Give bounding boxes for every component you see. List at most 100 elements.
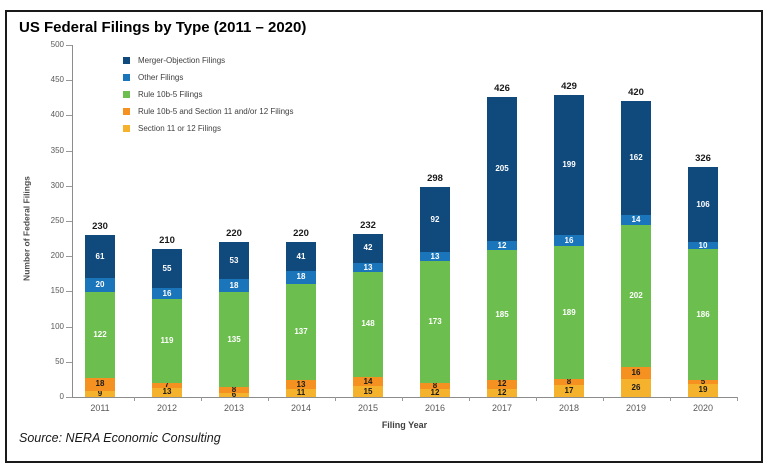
bar-segment: 205 xyxy=(487,97,517,242)
legend-item: Other Filings xyxy=(123,73,294,82)
bar-segment-value: 61 xyxy=(95,251,105,261)
bar-segment-value: 14 xyxy=(631,215,641,225)
bar-segment-value: 8 xyxy=(432,380,438,390)
source-note: Source: NERA Economic Consulting xyxy=(19,431,221,445)
bar-segment: 106 xyxy=(688,167,718,243)
bar-segment-value: 92 xyxy=(430,214,440,224)
bar-segment-value: 13 xyxy=(430,251,440,261)
chart-title: US Federal Filings by Type (2011 – 2020) xyxy=(19,19,307,36)
bar-total-label: 210 xyxy=(159,235,175,247)
x-axis-category-label: 2014 xyxy=(290,403,312,413)
x-axis-title: Filing Year xyxy=(381,420,428,430)
bar-segment: 10 xyxy=(688,240,718,250)
bar-segment-value: 205 xyxy=(495,164,509,174)
bar-segment: 8 xyxy=(219,385,249,393)
bar-segment-value: 16 xyxy=(564,235,574,245)
bar-segment-value: 106 xyxy=(696,199,710,209)
x-axis-line xyxy=(72,397,737,398)
legend-item: Merger-Objection Filings xyxy=(123,56,294,65)
bar-segment: 12 xyxy=(487,388,517,397)
y-axis-tick-label: 400 xyxy=(50,110,64,120)
x-axis-category-label: 2018 xyxy=(558,403,580,413)
bar-segment-value: 202 xyxy=(629,291,643,301)
bar-segment: 7 xyxy=(152,381,182,389)
bar-segment-value: 53 xyxy=(229,255,239,265)
bar-segment: 41 xyxy=(286,242,316,271)
bar-segment: 122 xyxy=(85,292,115,378)
bar-segment-value: 12 xyxy=(497,379,507,389)
bar-segment-value: 17 xyxy=(564,386,574,395)
y-axis-tick-mark xyxy=(66,291,72,293)
bar-segment: 53 xyxy=(219,242,249,280)
x-axis-tick-mark xyxy=(737,397,738,401)
y-axis-tick-mark xyxy=(66,397,72,398)
bar-segment-value: 18 xyxy=(95,379,105,389)
x-axis-category-label: 2011 xyxy=(90,403,110,413)
x-axis-category-label: 2016 xyxy=(424,403,446,413)
y-axis-tick-mark xyxy=(66,326,72,328)
y-axis-tick-mark xyxy=(66,361,72,363)
x-axis-tick-mark xyxy=(267,397,269,401)
bar-segment: 186 xyxy=(688,249,718,381)
bar-total-label: 232 xyxy=(360,219,376,231)
legend-swatch-icon xyxy=(123,108,130,115)
bar-segment-value: 12 xyxy=(430,387,440,397)
bar-segment-value: 135 xyxy=(227,334,241,344)
y-axis-tick-mark xyxy=(66,45,72,46)
bar-segment: 13 xyxy=(353,262,383,273)
bar-segment: 16 xyxy=(621,367,651,379)
bar-total-label: 429 xyxy=(561,80,577,92)
bar-segment: 135 xyxy=(219,292,249,388)
bar-segment: 92 xyxy=(420,187,450,252)
x-axis-tick-mark xyxy=(133,397,135,401)
y-axis-tick-mark xyxy=(66,221,72,222)
x-axis-category-label: 2013 xyxy=(223,403,245,413)
bar-segment: 14 xyxy=(353,376,383,387)
legend-item: Section 11 or 12 Filings xyxy=(123,124,294,133)
bar-segment: 202 xyxy=(621,225,651,368)
bar-segment-value: 20 xyxy=(95,280,105,290)
bar-segment: 8 xyxy=(420,380,450,390)
bar-segment: 9 xyxy=(85,389,115,397)
x-axis-category-label: 2017 xyxy=(491,403,513,413)
bar-segment: 14 xyxy=(621,215,651,226)
bar-segment-value: 55 xyxy=(162,263,172,273)
bar-segment-value: 13 xyxy=(296,379,306,389)
bar-total-label: 220 xyxy=(293,228,309,240)
bar-segment: 12 xyxy=(487,241,517,250)
legend-item: Rule 10b-5 Filings xyxy=(123,90,294,99)
legend-label: Merger-Objection Filings xyxy=(138,56,226,65)
bar-segment: 17 xyxy=(554,385,584,397)
bar-segment-value: 13 xyxy=(363,262,373,272)
y-axis-tick-label: 250 xyxy=(50,216,64,225)
bar-segment: 119 xyxy=(152,299,182,383)
bar-total-label: 230 xyxy=(92,221,108,233)
bar-segment-value: 14 xyxy=(363,376,373,386)
x-axis-tick-mark xyxy=(669,397,671,401)
bar-segment: 13 xyxy=(420,251,450,262)
bar-segment: 16 xyxy=(152,287,182,300)
legend-swatch-icon xyxy=(123,74,130,81)
bar-segment-value: 19 xyxy=(698,385,708,395)
legend-label: Section 11 or 12 Filings xyxy=(138,124,222,133)
bar-segment-value: 137 xyxy=(294,326,308,336)
bar-segment-value: 42 xyxy=(363,243,373,253)
y-axis-tick-label: 100 xyxy=(50,321,64,331)
bar-total-label: 220 xyxy=(226,228,242,240)
bar-segment-value: 10 xyxy=(698,240,708,250)
y-axis-tick-mark xyxy=(66,256,72,258)
legend-item: Rule 10b-5 and Section 11 and/or 12 Fili… xyxy=(123,107,294,116)
bar-total-label: 298 xyxy=(427,173,443,185)
bar-segment: 13 xyxy=(152,387,182,397)
legend-label: Rule 10b-5 Filings xyxy=(138,90,203,99)
y-axis-tick-label: 0 xyxy=(59,392,64,401)
bar-segment: 189 xyxy=(554,246,584,380)
bar-segment-value: 13 xyxy=(162,387,172,397)
bar-segment-value: 5 xyxy=(700,376,706,386)
x-axis-category-label: 2020 xyxy=(692,403,714,413)
bar-segment: 18 xyxy=(286,270,316,284)
legend-swatch-icon xyxy=(123,125,130,132)
bar-segment-value: 26 xyxy=(631,382,641,392)
bar-total-label: 326 xyxy=(695,153,711,165)
